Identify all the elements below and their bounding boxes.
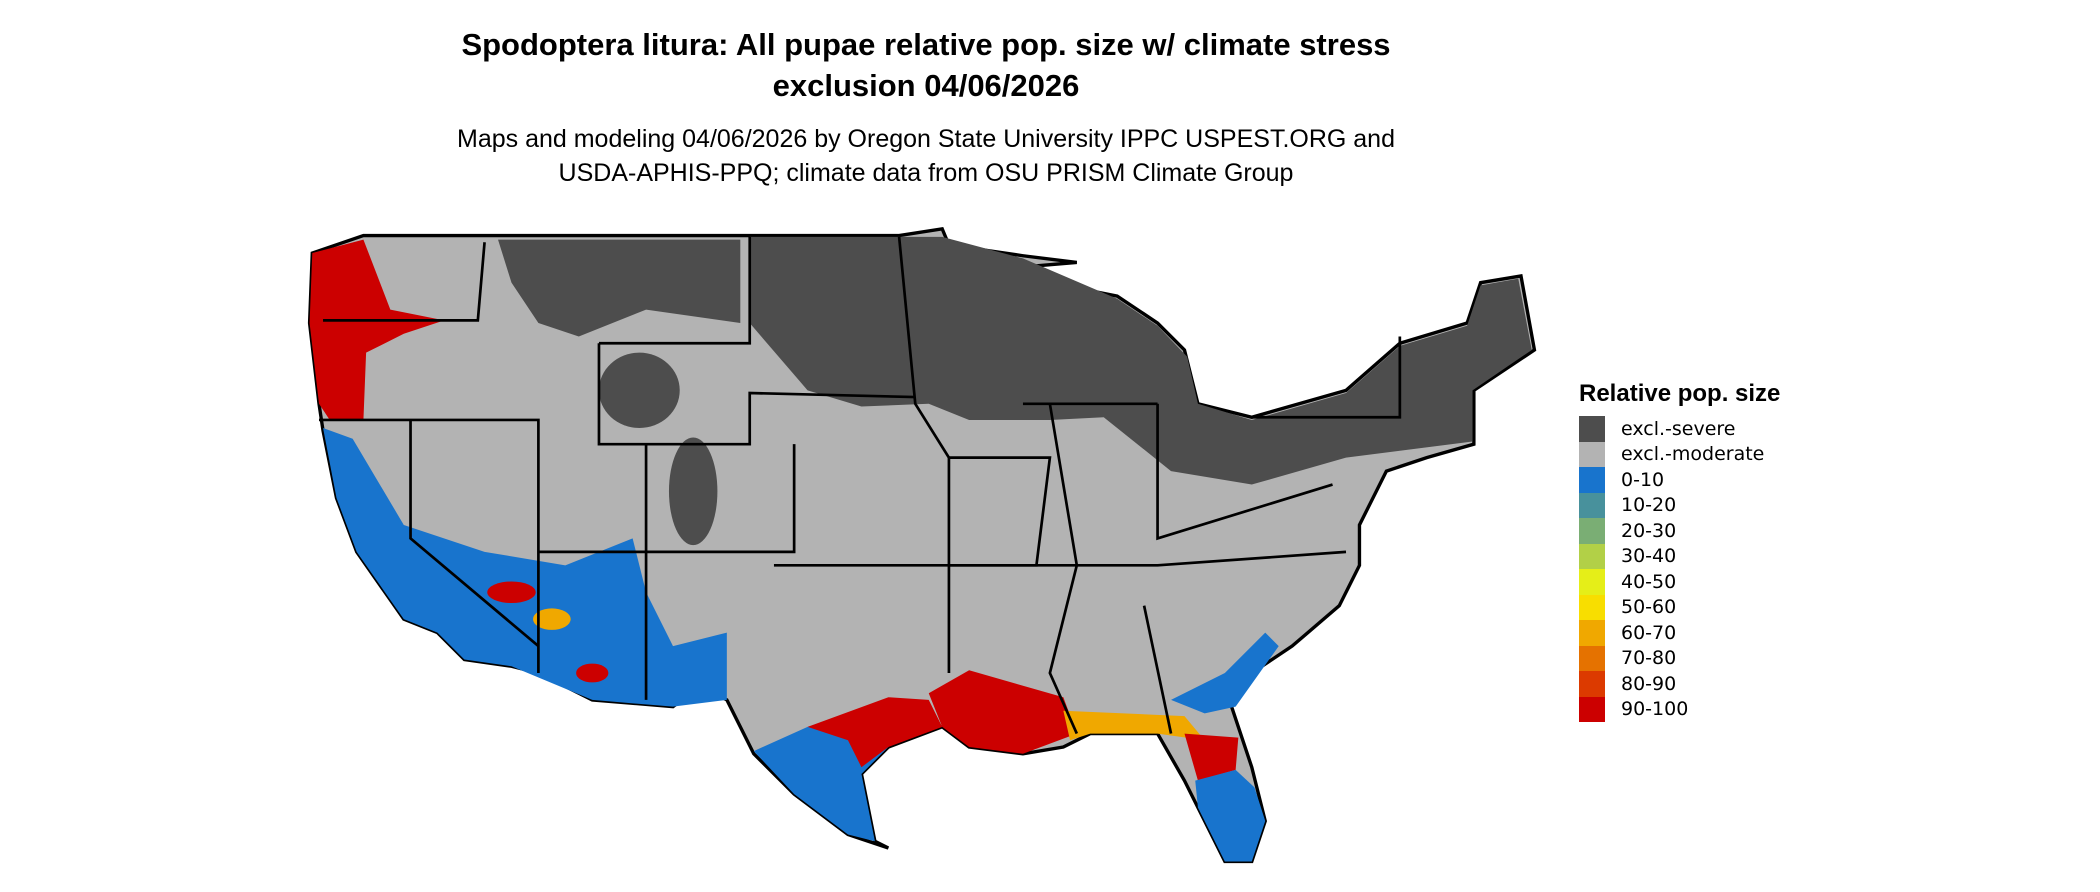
state-borders bbox=[319, 236, 1402, 735]
legend-label: excl.-moderate bbox=[1621, 443, 1765, 466]
legend-item: 10-20 bbox=[1579, 492, 1780, 518]
legend-label: 30-40 bbox=[1621, 545, 1677, 568]
legend-label: 10-20 bbox=[1621, 494, 1677, 517]
map-subtitle-line2: USDA-APHIS-PPQ; climate data from OSU PR… bbox=[558, 159, 1294, 187]
legend-item: 0-10 bbox=[1579, 467, 1780, 493]
legend-label: excl.-severe bbox=[1621, 417, 1736, 440]
legend-swatch bbox=[1579, 671, 1605, 697]
legend-swatch bbox=[1579, 594, 1605, 620]
region-excl-severe-nw bbox=[498, 239, 741, 337]
legend-swatch bbox=[1579, 543, 1605, 569]
map-title-line1: Spodoptera litura: All pupae relative po… bbox=[461, 27, 1391, 62]
legend-swatch bbox=[1579, 416, 1605, 442]
legend: Relative pop. size excl.-severe excl.-mod… bbox=[1579, 380, 1780, 722]
map-subtitle-line1: Maps and modeling 04/06/2026 by Oregon S… bbox=[457, 125, 1395, 153]
region-mid-gulf bbox=[1063, 710, 1205, 741]
region-low-atlantic bbox=[1171, 632, 1279, 714]
legend-item: 30-40 bbox=[1579, 543, 1780, 569]
legend-item: 60-70 bbox=[1579, 620, 1780, 646]
legend-label: 40-50 bbox=[1621, 570, 1677, 593]
legend-label: 50-60 bbox=[1621, 596, 1677, 619]
legend-swatch bbox=[1579, 467, 1605, 493]
legend-label: 90-100 bbox=[1621, 698, 1689, 721]
region-excl-severe-co bbox=[668, 437, 718, 546]
legend-item: 70-80 bbox=[1579, 645, 1780, 671]
legend-label: 70-80 bbox=[1621, 647, 1677, 670]
legend-swatch bbox=[1579, 620, 1605, 646]
legend-swatch bbox=[1579, 492, 1605, 518]
legend-item: 20-30 bbox=[1579, 518, 1780, 544]
region-excl-severe-wy bbox=[598, 352, 680, 429]
legend-item: 80-90 bbox=[1579, 671, 1780, 697]
legend-item: 40-50 bbox=[1579, 569, 1780, 595]
legend-label: 80-90 bbox=[1621, 672, 1677, 695]
legend-swatch bbox=[1579, 645, 1605, 671]
legend-swatch bbox=[1579, 569, 1605, 595]
region-high-louisiana bbox=[928, 670, 1077, 754]
legend-swatch bbox=[1579, 696, 1605, 722]
region-high-sw3 bbox=[576, 663, 609, 683]
legend-item: excl.-moderate bbox=[1579, 441, 1780, 467]
legend-item: 90-100 bbox=[1579, 696, 1780, 722]
legend-swatch bbox=[1579, 441, 1605, 467]
region-high-sw2 bbox=[533, 608, 571, 630]
region-excl-severe-north bbox=[749, 236, 1532, 485]
legend-label: 60-70 bbox=[1621, 621, 1677, 644]
legend-title: Relative pop. size bbox=[1579, 380, 1781, 407]
legend-swatch bbox=[1579, 518, 1605, 544]
region-high-westcoast bbox=[309, 239, 445, 420]
map-title-line2: exclusion 04/06/2026 bbox=[772, 68, 1080, 103]
region-low-florida bbox=[1195, 769, 1266, 862]
region-high-sw1 bbox=[487, 581, 536, 604]
region-high-texas bbox=[807, 697, 943, 768]
region-low-southwest bbox=[323, 428, 727, 707]
legend-label: 20-30 bbox=[1621, 519, 1677, 542]
legend-item: 50-60 bbox=[1579, 594, 1780, 620]
legend-label: 0-10 bbox=[1621, 468, 1665, 491]
region-high-florida bbox=[1184, 733, 1239, 781]
legend-item: excl.-severe bbox=[1579, 416, 1780, 442]
